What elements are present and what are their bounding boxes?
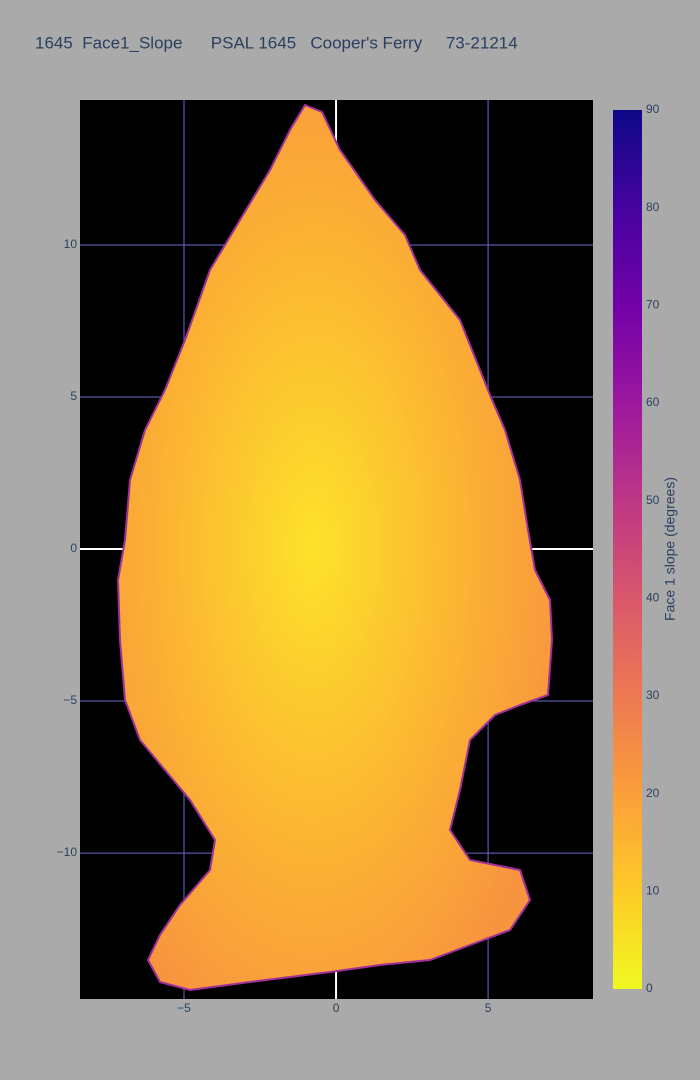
colorbar-tick-label: 40 [646,591,660,605]
y-tick-label: −10 [57,845,78,859]
y-tick-label: 10 [64,237,78,251]
colorbar-tick-label: 90 [646,102,660,116]
x-tick-label: 0 [333,1001,340,1015]
colorbar-tick-label: 30 [646,688,660,702]
x-tick-label: −5 [177,1001,191,1015]
y-tick-label: 0 [70,541,77,555]
colorbar [613,110,642,989]
colorbar-tick-label: 20 [646,786,660,800]
x-tick-label: 5 [485,1001,492,1015]
colorbar-tick-label: 80 [646,200,660,214]
colorbar-tick-label: 10 [646,884,660,898]
chart-title: 1645 Face1_Slope PSAL 1645 Cooper's Ferr… [35,33,518,52]
colorbar-tick-label: 0 [646,981,653,995]
colorbar-tick-label: 50 [646,493,660,507]
colorbar-tick-label: 70 [646,298,660,312]
colorbar-tick-label: 60 [646,395,660,409]
colorbar-title: Face 1 slope (degrees) [662,477,678,621]
artifact-heatmap [116,103,554,992]
y-tick-label: 5 [70,389,77,403]
y-tick-label: −5 [63,693,77,707]
